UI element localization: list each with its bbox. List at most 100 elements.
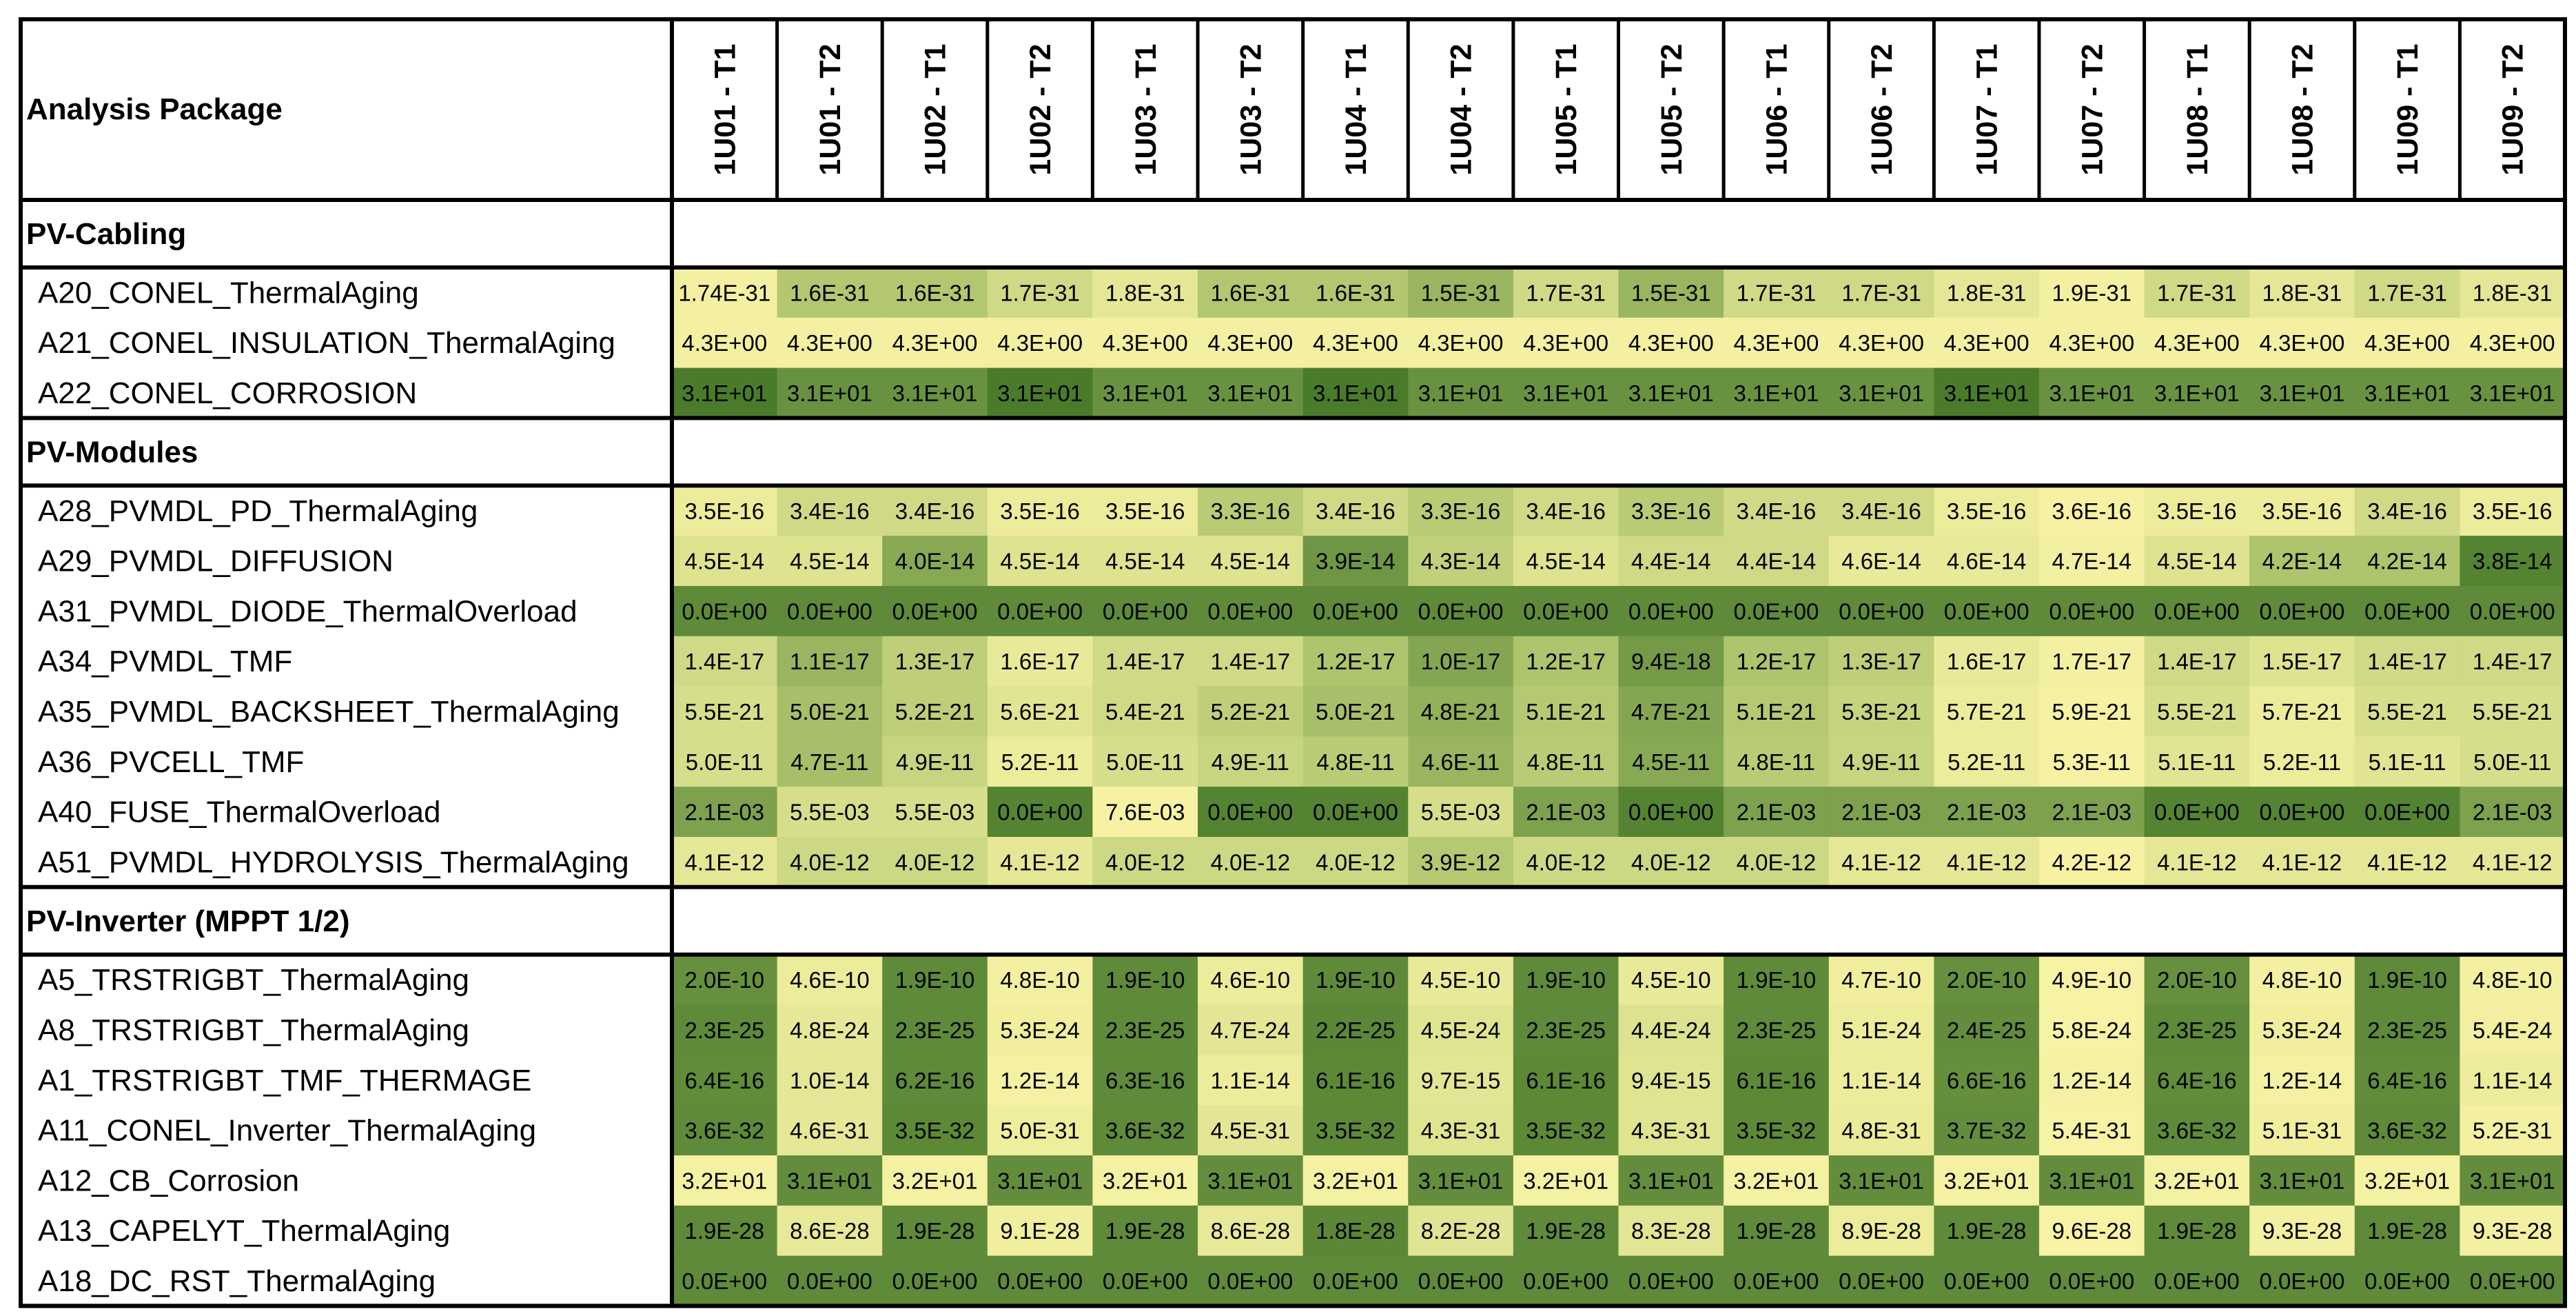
heatmap-cell: [1198, 1255, 1304, 1306]
heatmap-cell: [1618, 586, 1724, 637]
cell-value: 4.1E-12: [2262, 849, 2342, 875]
cell-value: 4.3E+00: [1313, 330, 1398, 356]
cell-value: 5.9E-21: [2052, 699, 2132, 725]
heatmap-cell: [1092, 954, 1198, 1006]
cell-value: 5.2E-11: [1001, 749, 1079, 775]
cell-value: 4.8E-11: [1527, 749, 1605, 775]
heatmap-cell: [2354, 954, 2460, 1006]
heatmap-cell: [2249, 1055, 2355, 1106]
heatmap-cell: [1302, 485, 1409, 536]
cell-value: 0.0E+00: [2049, 1268, 2134, 1294]
cell-value: 3.4E-16: [790, 498, 870, 524]
cell-value: 5.1E-31: [2262, 1118, 2342, 1144]
row-label: A31_PVMDL_DIODE_ThermalOverload: [38, 594, 577, 628]
heatmap-cell: [882, 636, 988, 687]
heatmap-cell: [777, 1255, 883, 1306]
heatmap-cell: [777, 485, 883, 536]
cell-value: 4.7E-10: [1841, 967, 1921, 993]
heatmap-cell: [1198, 954, 1304, 1006]
cell-value: 4.3E-31: [1631, 1118, 1711, 1144]
heatmap-cell: [1724, 1004, 1830, 1055]
cell-value: 4.8E-31: [1841, 1118, 1921, 1144]
heatmap-cell: [2144, 1205, 2250, 1257]
cell-value: 4.3E+00: [787, 330, 872, 356]
heatmap-cell: [2038, 1055, 2145, 1106]
heatmap-cell: [1198, 1055, 1304, 1106]
cell-value: 0.0E+00: [2260, 800, 2345, 825]
heatmap-cell: [777, 1155, 883, 1206]
cell-value: 3.4E-16: [895, 498, 975, 524]
cell-value: 1.4E-17: [2157, 649, 2237, 674]
heatmap-cell: [2249, 954, 2355, 1006]
heatmap-cell: [2038, 586, 2145, 637]
heatmap-cell: [2144, 367, 2250, 418]
analysis-package-header: Analysis Package: [26, 92, 283, 126]
cell-value: 0.0E+00: [2364, 1268, 2450, 1294]
heatmap-cell: [2460, 485, 2566, 536]
heatmap-cell: [1934, 485, 2040, 536]
heatmap-cell: [2249, 787, 2355, 838]
cell-value: 4.8E-11: [1737, 749, 1815, 775]
cell-value: 4.0E-12: [1526, 849, 1606, 875]
heatmap-cell: [987, 787, 1094, 838]
heatmap-cell: [2038, 267, 2145, 318]
cell-value: 5.0E-21: [790, 699, 870, 725]
cell-value: 5.1E-21: [1526, 699, 1606, 725]
cell-value: 6.1E-16: [1316, 1068, 1396, 1093]
cell-value: 4.0E-12: [1737, 849, 1817, 875]
heatmap-cell: [1408, 317, 1514, 369]
column-header: 1U08 - T2: [2286, 43, 2319, 175]
cell-value: 1.7E-31: [1526, 280, 1606, 305]
heatmap-cell: [1302, 317, 1409, 369]
heatmap-cell: [2144, 736, 2250, 787]
heatmap-cell: [1828, 536, 1934, 587]
heatmap-cell: [2249, 586, 2355, 637]
heatmap-cell: [2038, 736, 2145, 787]
heatmap-cell: [1513, 586, 1619, 637]
cell-value: 6.1E-16: [1737, 1068, 1817, 1093]
cell-value: 4.1E-12: [2157, 849, 2237, 875]
cell-value: 1.5E-31: [1421, 280, 1501, 305]
heatmap-cell: [882, 1155, 988, 1206]
heatmap-cell: [1198, 1155, 1304, 1206]
heatmap-cell: [1513, 1004, 1619, 1055]
cell-value: 4.3E+00: [2470, 330, 2555, 356]
cell-value: 1.7E-17: [2052, 649, 2132, 674]
cell-value: 4.4E-14: [1631, 549, 1711, 574]
heatmap-cell: [1724, 837, 1830, 888]
heatmap-cell: [2144, 536, 2250, 587]
cell-value: 4.0E-12: [1211, 849, 1291, 875]
heatmap-cell: [2038, 317, 2145, 369]
heatmap-cell: [987, 586, 1094, 637]
cell-value: 5.2E-11: [1948, 749, 2025, 775]
heatmap-cell: [2144, 1055, 2250, 1106]
heatmap-cell: [1724, 367, 1830, 418]
heatmap-cell: [2038, 1155, 2145, 1206]
heatmap-cell: [1198, 267, 1304, 318]
heatmap-cell: [882, 586, 988, 637]
cell-value: 3.1E+01: [2154, 381, 2240, 406]
heatmap-cell: [882, 367, 988, 418]
cell-value: 4.5E-14: [685, 549, 765, 574]
heatmap-cell: [1724, 1255, 1830, 1306]
heatmap-cell: [1618, 787, 1724, 838]
heatmap-cell: [672, 787, 778, 838]
heatmap-cell: [987, 367, 1094, 418]
cell-value: 3.1E+01: [1313, 381, 1398, 406]
heatmap-cell: [1513, 317, 1619, 369]
heatmap-cell: [987, 1205, 1094, 1257]
heatmap-cell: [1934, 1055, 2040, 1106]
cell-value: 4.5E-14: [1105, 549, 1185, 574]
row-label: A40_FUSE_ThermalOverload: [38, 796, 440, 829]
cell-value: 3.1E+01: [1628, 1168, 1714, 1193]
heatmap-cell: [1302, 586, 1409, 637]
cell-value: 4.0E-12: [790, 849, 870, 875]
heatmap-cell: [2460, 367, 2566, 418]
heatmap-cell: [2038, 787, 2145, 838]
cell-value: 1.9E-10: [1526, 967, 1606, 993]
heatmap-cell: [1198, 837, 1304, 888]
cell-value: 0.0E+00: [1839, 1268, 1924, 1294]
heatmap-cell: [2249, 317, 2355, 369]
heatmap-cell: [1198, 686, 1304, 737]
heatmap-cell: [1724, 317, 1830, 369]
